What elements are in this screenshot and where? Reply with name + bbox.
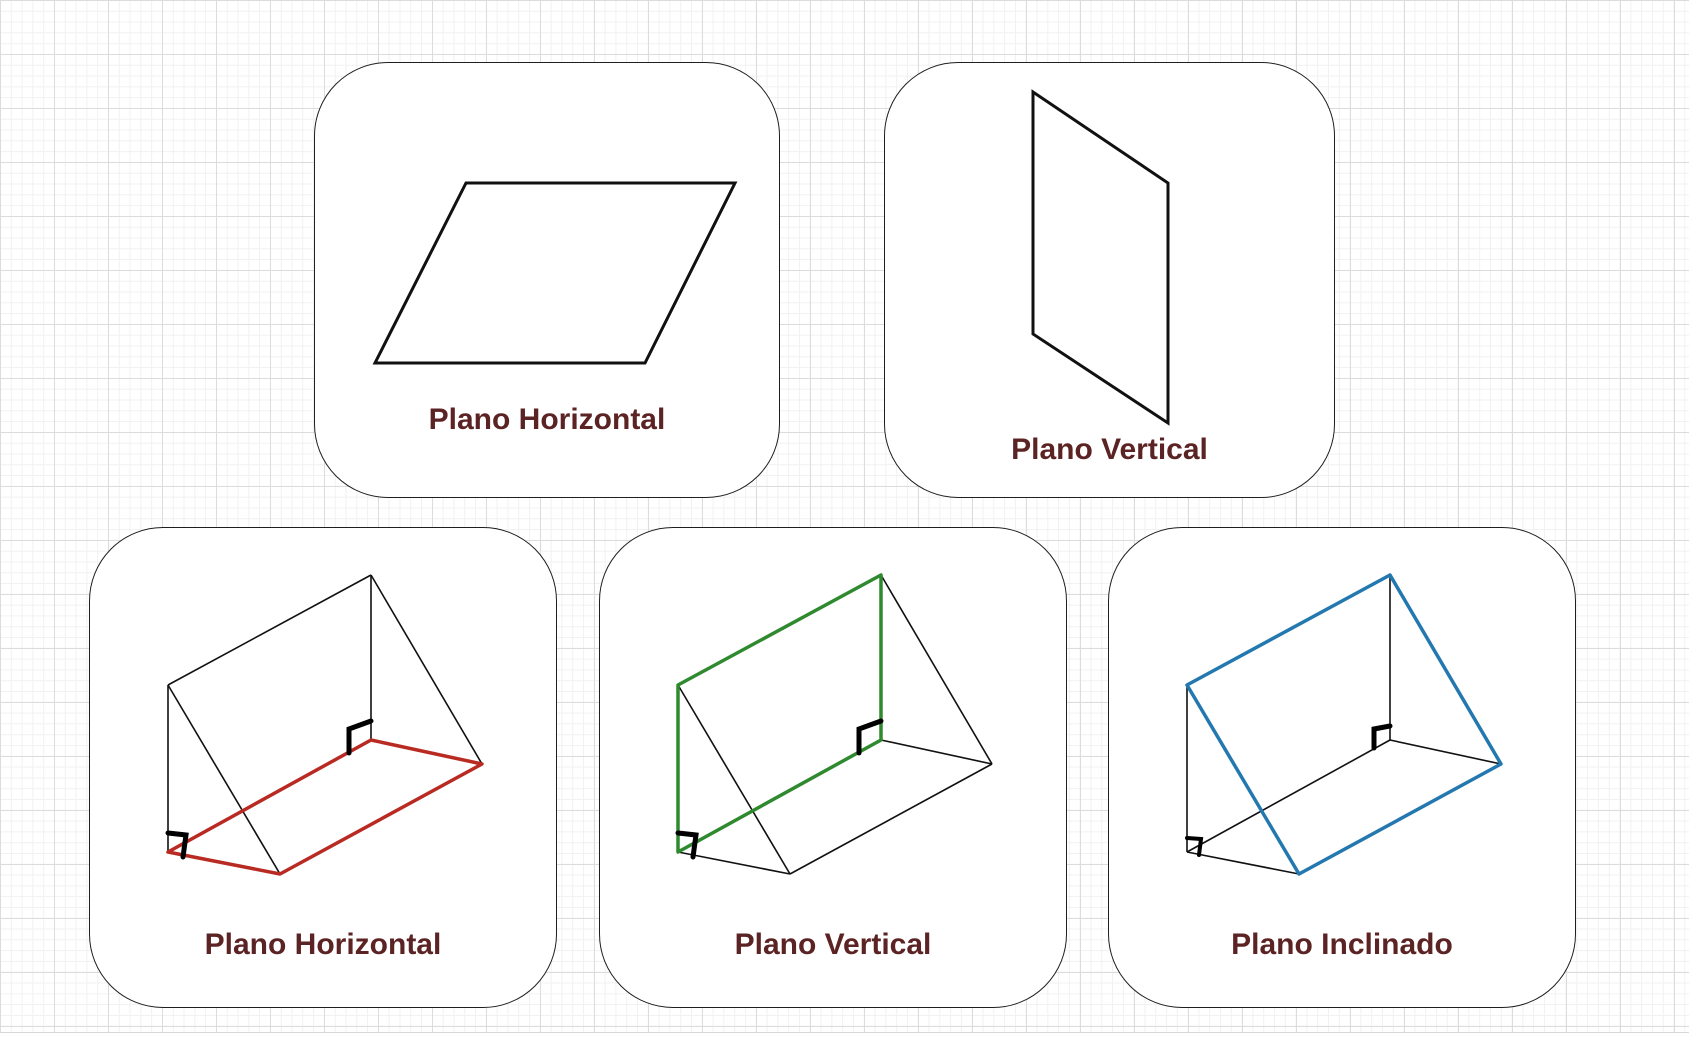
right-angle-marker-back [1371, 723, 1393, 751]
vertical-quadrilateral [1031, 89, 1170, 426]
right-angle-marker-back [346, 718, 374, 756]
right-angle-marker-front [1185, 836, 1204, 857]
prism-horizontal-figure [165, 574, 484, 876]
card-label-plano-vertical: Plano Vertical [1011, 433, 1208, 466]
prism-edges [1186, 574, 1502, 875]
prism-edges [677, 574, 993, 875]
prism-edges [167, 574, 483, 875]
horizontal-parallelogram [372, 181, 738, 365]
prism-horizontal-card: Plano Horizontal [89, 527, 557, 1008]
card-label-plano-horizontal: Plano Horizontal [428, 403, 666, 436]
horizontal-plane-card: Plano Horizontal [314, 62, 780, 498]
right-angle-marker-front [675, 830, 699, 860]
card-label-plano-vertical: Plano Vertical [734, 928, 932, 961]
canvas-bottom-bar [0, 1032, 1689, 1040]
card-label-plano-inclinado: Plano Inclinado [1231, 928, 1453, 961]
right-angle-marker-back [856, 718, 884, 756]
inclined-face-highlight [1185, 573, 1503, 876]
right-angle-marker-front [165, 830, 189, 860]
card-label-plano-horizontal: Plano Horizontal [204, 928, 442, 961]
horizontal-face-highlight [166, 738, 484, 876]
prism-inclined-figure [1185, 573, 1503, 876]
prism-vertical-figure [675, 573, 993, 875]
horizontal-parallelogram-figure [372, 181, 738, 365]
prism-inclined-card: Plano Inclinado [1108, 527, 1576, 1008]
vertical-quadrilateral-figure [1031, 89, 1170, 426]
vertical-face-highlight [676, 573, 883, 854]
prism-vertical-card: Plano Vertical [599, 527, 1067, 1008]
vertical-plane-card: Plano Vertical [884, 62, 1335, 498]
